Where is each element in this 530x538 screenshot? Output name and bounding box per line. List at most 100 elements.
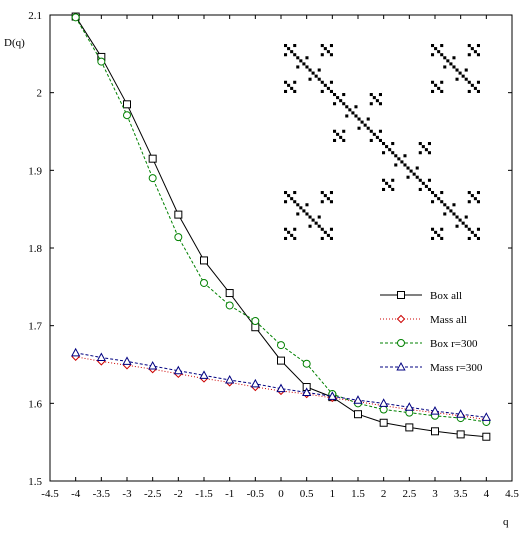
- x-tick-label: -0.5: [247, 488, 265, 500]
- x-tick-label: 1: [330, 488, 336, 500]
- fractal-cell: [329, 236, 333, 240]
- fractal-cell: [290, 86, 294, 90]
- fractal-cell: [293, 53, 297, 57]
- fractal-cell: [406, 175, 410, 179]
- fractal-cell: [329, 200, 333, 204]
- fractal-cell: [415, 175, 419, 179]
- x-tick-label: -2: [174, 488, 183, 500]
- fractal-cell: [440, 236, 444, 240]
- fractal-cell: [443, 65, 447, 69]
- x-tick-label: -2.5: [144, 488, 162, 500]
- fractal-cell: [345, 105, 349, 109]
- data-point: [173, 365, 183, 375]
- y-axis-label: D(q): [4, 37, 25, 49]
- fractal-cell: [336, 132, 340, 136]
- fractal-cell: [357, 117, 361, 121]
- fractal-cell: [299, 59, 303, 63]
- fractal-cell: [434, 47, 438, 51]
- fractal-cell: [440, 200, 444, 204]
- fractal-cell: [476, 200, 480, 204]
- fractal-cell: [333, 102, 337, 106]
- fractal-cell: [320, 44, 324, 48]
- series-line: [75, 16, 487, 438]
- fractal-cell: [357, 126, 361, 130]
- fractal-cell: [452, 56, 456, 60]
- fractal-cell: [293, 191, 297, 195]
- data-point: [277, 341, 285, 350]
- fractal-cell: [452, 65, 456, 69]
- fractal-cell: [470, 47, 474, 51]
- fractal-cell: [440, 53, 444, 57]
- data-point: [200, 278, 208, 287]
- fractal-cell: [455, 224, 459, 228]
- fractal-cell: [397, 157, 401, 161]
- fractal-cell: [391, 187, 395, 191]
- fractal-cell: [476, 191, 480, 195]
- data-point: [302, 359, 311, 368]
- data-point: [430, 406, 440, 415]
- fractal-cell: [320, 53, 324, 57]
- data-point: [379, 405, 388, 414]
- fractal-cell: [431, 53, 435, 57]
- y-tick-label: 1.7: [28, 321, 42, 333]
- series-layer: [71, 12, 491, 441]
- fractal-cell: [284, 44, 288, 48]
- fractal-cell: [320, 227, 324, 231]
- data-point: [96, 352, 106, 362]
- fractal-cell: [473, 233, 477, 237]
- fractal-cell: [284, 80, 288, 84]
- fractal-cell: [382, 178, 386, 182]
- fractal-cell: [437, 50, 441, 54]
- fractal-cell: [470, 194, 474, 198]
- fractal-cell: [329, 44, 333, 48]
- fractal-cell: [305, 65, 309, 69]
- legend: Box all Mass all Box r=300 Mass r=300: [380, 290, 483, 374]
- fractal-cell: [385, 145, 389, 149]
- fractal-cell: [446, 206, 450, 210]
- data-point: [481, 412, 491, 421]
- fractal-cell: [329, 80, 333, 84]
- data-point: [379, 398, 389, 407]
- fractal-cell: [431, 89, 435, 93]
- fractal-cell: [369, 102, 373, 106]
- fractal-cell: [317, 224, 321, 228]
- plot-axes: -4.5 -4 -3.5 -3 -2.5 -2 -1.5 -1 -0.5 0 0.5 1 1.5 2 2.5…: [28, 10, 519, 500]
- y-tick-label: 2.1: [28, 10, 42, 22]
- fractal-cell: [378, 93, 382, 97]
- fractal-cell: [293, 236, 297, 240]
- fractal-cell: [464, 77, 468, 81]
- x-tick-label: 1.5: [351, 488, 365, 500]
- fractal-cell: [299, 206, 303, 210]
- fractal-cell: [382, 187, 386, 191]
- data-point: [148, 154, 157, 163]
- fractal-cell: [363, 123, 367, 127]
- fractal-cell: [317, 215, 321, 219]
- fractal-cell: [293, 80, 297, 84]
- fractal-cell: [284, 53, 288, 57]
- fractal-cell: [470, 83, 474, 87]
- fractal-cell: [391, 142, 395, 146]
- fractal-cell: [351, 111, 355, 115]
- data-point: [354, 410, 362, 419]
- fractal-cell: [476, 89, 480, 93]
- y-tick-label: 1.9: [28, 165, 42, 177]
- fractal-cell: [427, 142, 431, 146]
- fractal-cell: [467, 89, 471, 93]
- fractal-cell: [443, 212, 447, 216]
- fractal-cell: [443, 56, 447, 60]
- data-point: [225, 301, 234, 310]
- fractal-cell: [418, 142, 422, 146]
- fractal-cell: [375, 99, 379, 103]
- data-point: [327, 391, 337, 400]
- fractal-cell: [323, 194, 327, 198]
- x-tick-label: 3: [432, 488, 438, 500]
- x-axis-label: q: [503, 516, 509, 528]
- fractal-cell: [412, 172, 416, 176]
- data-point: [199, 370, 209, 379]
- fractal-cell: [323, 47, 327, 51]
- fractal-cell: [284, 191, 288, 195]
- fractal-cell: [348, 108, 352, 112]
- fractal-cell: [305, 203, 309, 207]
- series-line: [75, 356, 487, 421]
- fractal-cell: [320, 80, 324, 84]
